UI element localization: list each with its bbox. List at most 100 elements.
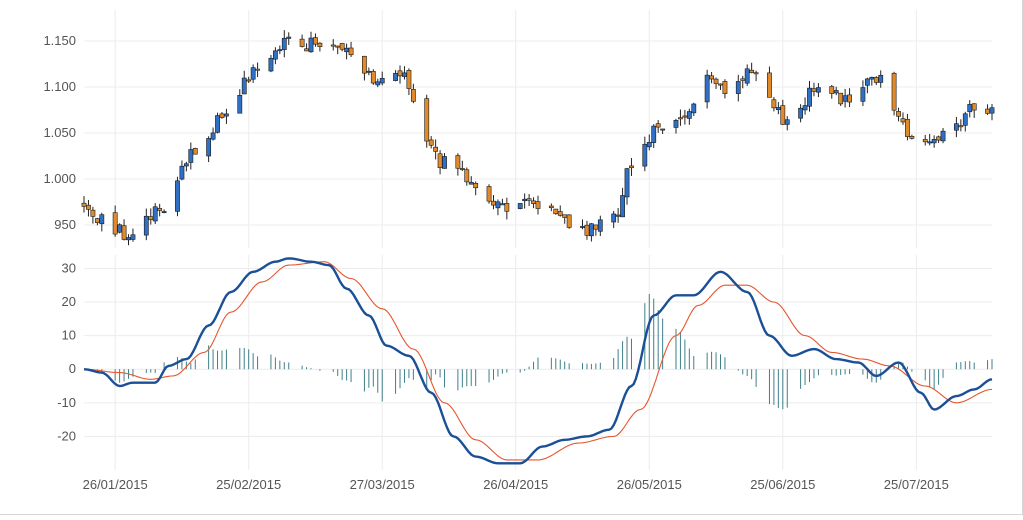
candle-body <box>473 183 479 189</box>
price-y-axis: 1.150 1.100 1.050 1.000 950 <box>43 33 76 232</box>
candle-body <box>646 142 652 148</box>
candle-body <box>495 201 501 209</box>
candle-body <box>798 107 804 119</box>
candle-body <box>807 87 812 107</box>
candle-body <box>597 219 603 232</box>
candle-body <box>896 111 901 117</box>
candle-body <box>531 200 536 204</box>
candle-body <box>589 223 594 237</box>
candle-body <box>958 125 964 128</box>
candle-body <box>81 202 87 207</box>
candle-body <box>864 78 870 86</box>
candle-body <box>566 214 572 228</box>
candle-body <box>775 107 781 110</box>
candle-body <box>206 138 212 157</box>
candle-body <box>704 74 710 103</box>
y-tick-label: 950 <box>54 217 76 232</box>
candle-body <box>362 55 367 74</box>
y-tick-label: 30 <box>62 260 76 275</box>
candle-body <box>406 69 412 89</box>
x-tick-label: 25/07/2015 <box>884 477 949 492</box>
candle-body <box>878 74 884 83</box>
candle-body <box>175 180 180 212</box>
candle-body <box>686 111 692 119</box>
candle-body <box>718 83 723 86</box>
candle-body <box>486 186 492 202</box>
candle-body <box>660 128 666 131</box>
candle-body <box>183 163 189 167</box>
candle-body <box>802 105 808 111</box>
candle-body <box>148 216 154 220</box>
candle-body <box>433 146 439 152</box>
candle-body <box>620 195 625 218</box>
candle-body <box>816 87 821 93</box>
candle-body <box>504 203 510 212</box>
candle-body <box>691 103 697 114</box>
candle-body <box>99 214 105 225</box>
x-tick-label: 26/04/2015 <box>483 477 548 492</box>
candle-body <box>580 226 585 228</box>
candle-body <box>468 181 474 185</box>
candle-body <box>709 75 714 80</box>
candle-body <box>335 45 341 48</box>
candle-body <box>179 165 185 180</box>
candle-body <box>651 125 657 143</box>
y-tick-label: 1.000 <box>43 171 76 186</box>
y-tick-label: 1.100 <box>43 79 76 94</box>
y-tick-label: 0 <box>69 361 76 376</box>
candle-body <box>869 76 875 80</box>
candle-body <box>953 123 959 131</box>
candle-body <box>339 43 345 50</box>
candle-body <box>393 72 398 81</box>
candle-body <box>94 218 100 223</box>
candle-body <box>459 168 465 170</box>
macd-line <box>83 257 993 465</box>
macd-lines <box>83 257 993 465</box>
x-tick-label: 26/01/2015 <box>83 477 148 492</box>
candle-body <box>985 108 990 114</box>
candle-body <box>784 119 790 125</box>
price-panel-grid <box>84 10 992 248</box>
x-tick-label: 25/06/2015 <box>750 477 815 492</box>
candle-body <box>673 119 679 128</box>
candle-body <box>722 81 728 94</box>
candle-body <box>90 209 96 217</box>
candle-body <box>161 211 167 213</box>
candle-body <box>188 149 194 163</box>
y-tick-label: 1.050 <box>43 125 76 140</box>
candle-body <box>842 95 848 102</box>
candle-body <box>428 139 434 146</box>
candle-body <box>397 70 403 77</box>
y-tick-label: -20 <box>57 428 76 443</box>
candle-body <box>517 203 523 209</box>
candle-body <box>255 68 260 71</box>
candle-body <box>655 123 661 128</box>
candle-body <box>241 77 247 95</box>
candle-body <box>464 169 470 183</box>
candle-body <box>522 198 528 202</box>
x-tick-label: 25/02/2015 <box>216 477 281 492</box>
candle-body <box>971 103 977 111</box>
candle-body <box>442 156 447 169</box>
candle-body <box>152 206 158 222</box>
candle-body <box>224 113 229 117</box>
candle-body <box>317 42 323 47</box>
candle-body <box>313 37 318 45</box>
candle-body <box>112 212 118 235</box>
candlestick-series <box>81 30 995 246</box>
candle-body <box>402 72 407 77</box>
candle-body <box>143 215 149 236</box>
macd-y-axis: 30 20 10 0 -10 -20 <box>57 260 76 443</box>
x-axis: 26/01/2015 25/02/2015 27/03/2015 26/04/2015… <box>83 477 949 492</box>
candle-body <box>629 165 634 169</box>
candle-body <box>330 44 336 47</box>
candle-body <box>250 67 256 80</box>
candle-body <box>927 141 933 144</box>
candle-body <box>740 78 746 81</box>
candle-body <box>744 68 750 84</box>
candle-body <box>873 77 879 83</box>
candle-body <box>682 115 688 118</box>
candle-body <box>455 155 461 169</box>
candle-body <box>215 115 220 133</box>
